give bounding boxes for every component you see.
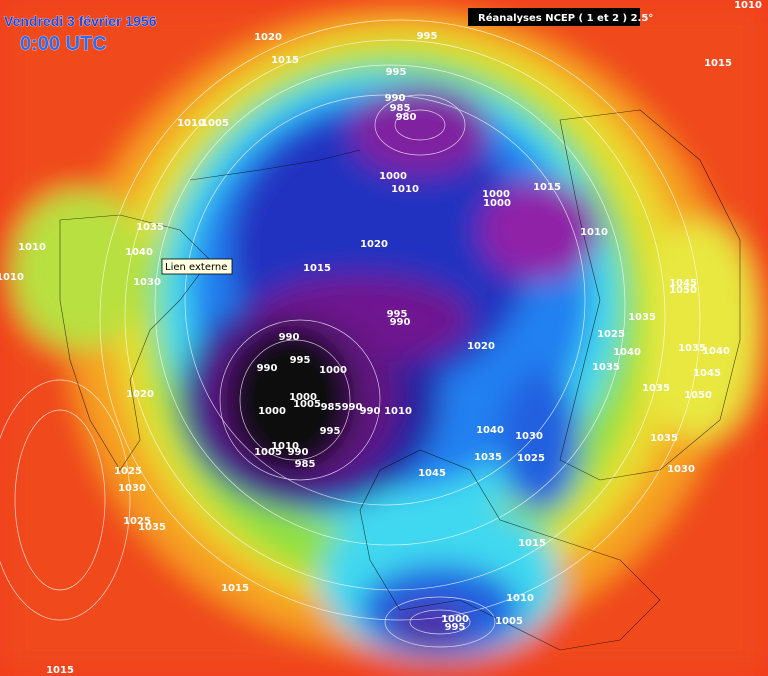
- isobar-label: 995: [445, 622, 466, 633]
- isobar-label: 1045: [669, 278, 697, 289]
- isobar-label: 1030: [667, 464, 695, 475]
- isobar-label: 1015: [704, 58, 732, 69]
- isobar-label: 985: [321, 402, 342, 413]
- source-box: [468, 8, 640, 26]
- isobar-label: 1035: [138, 522, 166, 533]
- isobar-label: 1020: [254, 32, 282, 43]
- isobar-label: 1010: [0, 272, 24, 283]
- isobar-label: 1005: [254, 447, 282, 458]
- isobar-label: 1025: [123, 516, 151, 527]
- isobar-label: 1025: [114, 466, 142, 477]
- coastlines: [59, 109, 741, 651]
- isobar-label: 1000: [441, 614, 469, 625]
- isobar-label: 1050: [669, 285, 697, 296]
- isobar-label: 1010: [391, 184, 419, 195]
- isobar-label: 985: [295, 459, 316, 470]
- isobar-label: 1010: [177, 118, 205, 129]
- isobar-label: 1010: [506, 593, 534, 604]
- isobar-label: 1000: [482, 189, 510, 200]
- isobar-label: 1035: [628, 312, 656, 323]
- isobar-label: 1015: [221, 583, 249, 594]
- isobar-label: 1035: [474, 452, 502, 463]
- source-label: Réanalyses NCEP ( 1 et 2 ) 2.5°: [478, 12, 653, 24]
- isobar-label: 995: [290, 355, 311, 366]
- isobar-label: 1000: [483, 198, 511, 209]
- isobar-label: 995: [320, 426, 341, 437]
- isobar-label: 1000: [289, 392, 317, 403]
- isobar-label: 995: [386, 67, 407, 78]
- isobar-label: 1035: [592, 362, 620, 373]
- isobar-label: 1040: [476, 425, 504, 436]
- isobar-label: 1030: [133, 277, 161, 288]
- isobar-label: 1050: [684, 390, 712, 401]
- isobar-label: 1035: [642, 383, 670, 394]
- isobar-label: 1015: [271, 55, 299, 66]
- isobar-label: 1020: [126, 389, 154, 400]
- isobar-label: 1015: [533, 182, 561, 193]
- isobar-label: 1045: [418, 468, 446, 479]
- isobar-label: 1010: [18, 242, 46, 253]
- isobar-label: 1040: [613, 347, 641, 358]
- isobar-label: 1040: [125, 247, 153, 258]
- isobar-label: 1010: [580, 227, 608, 238]
- isobar-label: 1015: [518, 538, 546, 549]
- isobar-label: 995: [417, 31, 438, 42]
- isobar-label: 1035: [136, 222, 164, 233]
- tooltip-text[interactable]: Lien externe: [165, 262, 227, 273]
- isobar-label: 1015: [46, 665, 74, 676]
- isobar-label: 1000: [379, 171, 407, 182]
- isobar-label: 1010: [384, 406, 412, 417]
- isobar-label: 990: [342, 402, 363, 413]
- isobar-label: 1000: [319, 365, 347, 376]
- isobar-label: 1015: [303, 263, 331, 274]
- tooltip-box[interactable]: [161, 258, 233, 275]
- isobar-label: 985: [390, 103, 411, 114]
- isobar-label: 990: [385, 93, 406, 104]
- isobar-label: 1000: [258, 406, 286, 417]
- isobar-label: 990: [390, 317, 411, 328]
- isobar-label: 1035: [650, 433, 678, 444]
- map-title: Vendredi 3 février 1956: [4, 13, 157, 29]
- isobar-label: 1005: [293, 399, 321, 410]
- isobar-label: 990: [360, 406, 381, 417]
- isobar-label: 1025: [517, 453, 545, 464]
- isobar-label: 1010: [271, 441, 299, 452]
- isobar-label: 1020: [360, 239, 388, 250]
- isobar-label: 1010: [734, 0, 762, 11]
- isobar-label: 1035: [678, 343, 706, 354]
- isobars: [0, 19, 701, 648]
- isobar-label: 1040: [702, 346, 730, 357]
- isobar-label: 1030: [515, 431, 543, 442]
- isobar-label: 990: [257, 363, 278, 374]
- isobar-label: 990: [288, 447, 309, 458]
- isobar-label: 1025: [597, 329, 625, 340]
- isobar-label: 1020: [467, 341, 495, 352]
- isobar-label: 980: [396, 112, 417, 123]
- isobar-label: 1005: [495, 616, 523, 627]
- isobar-label: 1005: [201, 118, 229, 129]
- isobar-label: 995: [387, 309, 408, 320]
- isobar-label: 1030: [118, 483, 146, 494]
- isobar-label: 1045: [693, 368, 721, 379]
- isobar-label: 990: [279, 332, 300, 343]
- map-time: 0:00 UTC: [20, 33, 107, 55]
